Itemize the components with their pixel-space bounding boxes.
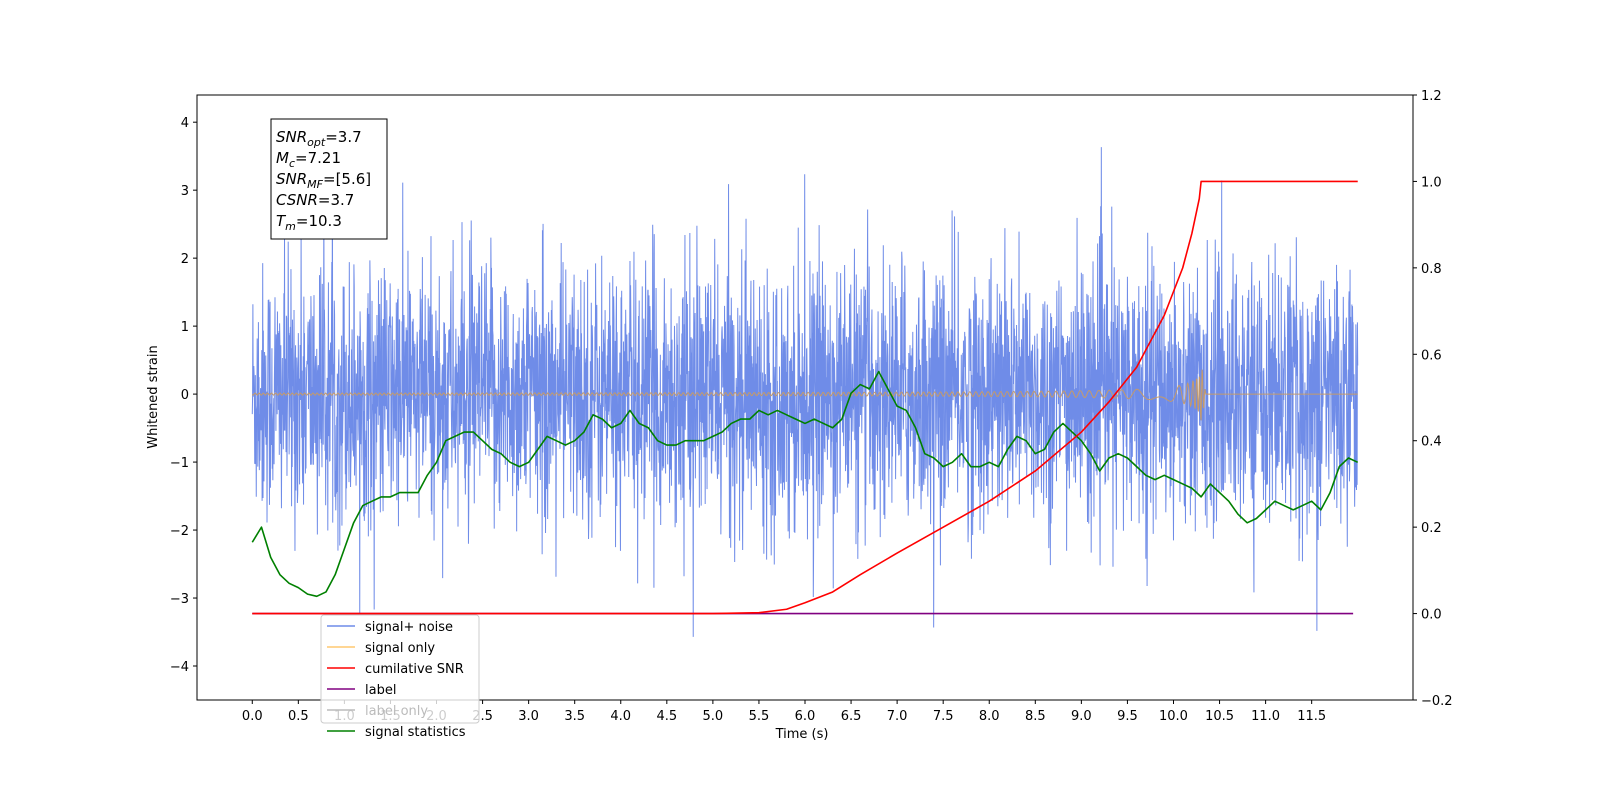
x-tick-label: 5.0 bbox=[703, 709, 724, 724]
x-tick-label: 0.0 bbox=[242, 709, 263, 724]
annotation-line: CSNR=3.7 bbox=[276, 191, 354, 209]
y2-tick-label: 0.6 bbox=[1421, 348, 1442, 363]
x-tick-label: 7.0 bbox=[887, 709, 908, 724]
x-tick-label: 6.0 bbox=[795, 709, 816, 724]
annotation-line: SNRMF=[5.6] bbox=[276, 170, 371, 191]
annotation-line: Tm=10.3 bbox=[276, 212, 342, 233]
y2-tick-label: 1.2 bbox=[1421, 89, 1442, 104]
y-tick-label: −3 bbox=[170, 592, 189, 607]
series-signal-statistics bbox=[251, 370, 1359, 598]
legend-label: label bbox=[365, 683, 396, 698]
x-tick-label: 7.5 bbox=[933, 709, 954, 724]
y-tick-label: 0 bbox=[181, 388, 189, 403]
annotation-frame bbox=[270, 118, 388, 240]
y2-tick-label: −0.2 bbox=[1421, 694, 1453, 709]
x-tick-label: 11.5 bbox=[1297, 709, 1326, 724]
legend: signal+ noise signal only cumilative SNR la… bbox=[320, 614, 480, 740]
legend-label: signal+ noise bbox=[365, 620, 453, 635]
series-layer bbox=[251, 147, 1359, 637]
series-cumulative-snr bbox=[252, 180, 1358, 615]
x-tick-label: 3.0 bbox=[518, 709, 539, 724]
x-tick-label: 10.0 bbox=[1159, 709, 1188, 724]
x-tick-label: 6.5 bbox=[841, 709, 862, 724]
y2-tick-label: 0.4 bbox=[1421, 435, 1442, 450]
legend-label: cumilative SNR bbox=[365, 662, 464, 677]
legend-label: signal only bbox=[365, 641, 435, 656]
x-tick-label: 4.5 bbox=[656, 709, 677, 724]
y-axis-label: Whitened strain bbox=[146, 345, 161, 448]
y-axis-right: 1.2 1.0 0.8 0.6 0.4 0.2 0.0 −0.2 bbox=[1413, 89, 1453, 709]
y2-tick-label: 1.0 bbox=[1421, 175, 1442, 190]
annotation-line: SNRopt=3.7 bbox=[276, 128, 362, 149]
y-axis-left: 4 3 2 1 0 −1 −2 −3 −4 bbox=[170, 116, 197, 675]
x-tick-label: 0.5 bbox=[288, 709, 309, 724]
x-tick-label: 8.0 bbox=[979, 709, 1000, 724]
y-tick-label: −2 bbox=[170, 524, 189, 539]
y-tick-label: 3 bbox=[181, 184, 189, 199]
y-tick-label: −1 bbox=[170, 456, 189, 471]
series-signal-only bbox=[251, 369, 1358, 421]
legend-label: label only bbox=[365, 704, 428, 719]
y2-tick-label: 0.0 bbox=[1421, 608, 1442, 623]
legend-frame bbox=[320, 614, 480, 724]
y-tick-label: 2 bbox=[181, 252, 189, 267]
x-axis-label: Time (s) bbox=[775, 727, 829, 742]
y2-tick-label: 0.8 bbox=[1421, 262, 1442, 277]
y2-tick-label: 0.2 bbox=[1421, 521, 1442, 536]
x-tick-label: 9.0 bbox=[1071, 709, 1092, 724]
x-tick-label: 5.5 bbox=[749, 709, 770, 724]
x-tick-label: 9.5 bbox=[1117, 709, 1138, 724]
y-tick-label: 4 bbox=[181, 116, 189, 131]
x-tick-label: 4.0 bbox=[610, 709, 631, 724]
y-tick-label: 1 bbox=[181, 320, 189, 335]
legend-label: signal statistics bbox=[365, 725, 466, 740]
x-tick-label: 10.5 bbox=[1205, 709, 1234, 724]
x-tick-label: 3.5 bbox=[564, 709, 585, 724]
y-tick-label: −4 bbox=[170, 660, 189, 675]
annotation-line: Mc=7.21 bbox=[276, 149, 341, 170]
x-tick-label: 11.0 bbox=[1251, 709, 1280, 724]
x-tick-label: 8.5 bbox=[1025, 709, 1046, 724]
